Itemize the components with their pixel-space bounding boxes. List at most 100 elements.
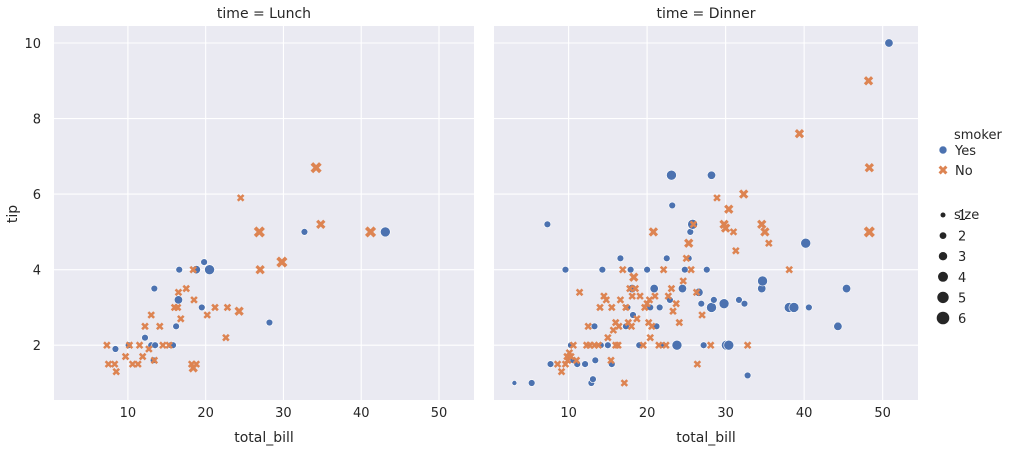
data-point-no — [629, 272, 639, 282]
data-point-no — [104, 360, 113, 368]
x-tick-label: 30 — [717, 406, 734, 421]
data-point-yes — [200, 258, 208, 266]
data-point-no — [684, 238, 694, 248]
data-point-no — [648, 227, 659, 237]
data-point-no — [614, 341, 622, 350]
data-point-no — [182, 284, 191, 293]
x-tick-label: 30 — [275, 406, 292, 421]
data-point-yes — [735, 296, 743, 304]
legend-size-label: 1 — [958, 209, 966, 224]
data-point-yes — [175, 265, 183, 274]
data-point-no — [616, 296, 625, 304]
data-point-yes — [204, 264, 215, 275]
data-point-yes — [668, 201, 676, 210]
x-tick-label: 20 — [197, 406, 214, 421]
data-point-yes — [666, 169, 677, 181]
data-point-yes — [710, 296, 718, 304]
data-point-no — [159, 341, 167, 350]
data-point-no — [316, 219, 326, 230]
data-point-no — [569, 341, 578, 350]
data-point-no — [103, 341, 111, 350]
data-point-yes — [589, 375, 597, 383]
panel-title-dinner: time = Dinner — [656, 6, 755, 22]
data-point-yes — [604, 341, 612, 349]
data-point-no — [584, 322, 593, 331]
data-point-yes — [740, 299, 749, 308]
data-point-no — [675, 318, 684, 327]
data-point-no — [596, 303, 604, 312]
data-point-no — [147, 311, 156, 319]
x-axis-label-dinner: total_bill — [676, 430, 736, 446]
data-point-no — [222, 333, 230, 342]
y-tick-label: 8 — [33, 113, 41, 128]
data-point-no — [651, 292, 659, 300]
data-point-no — [138, 352, 147, 361]
data-point-yes — [511, 380, 518, 386]
data-point-yes — [706, 302, 717, 313]
data-point-yes — [649, 284, 659, 294]
data-point-yes — [150, 284, 159, 293]
data-point-yes — [788, 302, 800, 313]
data-point-yes — [697, 299, 705, 308]
panel-title-lunch: time = Lunch — [217, 6, 311, 22]
data-point-no — [190, 296, 198, 304]
legend-size-marker — [938, 271, 948, 282]
data-point-no — [646, 333, 655, 342]
data-point-yes — [546, 360, 555, 368]
data-point-yes — [681, 265, 689, 274]
data-point-no — [692, 288, 701, 297]
data-point-no — [664, 292, 673, 300]
data-point-no — [192, 360, 201, 368]
x-tick-label: 50 — [431, 406, 448, 421]
x-tick-label: 50 — [874, 406, 891, 421]
data-point-no — [255, 264, 265, 275]
data-point-yes — [590, 322, 599, 331]
data-point-no — [864, 162, 875, 173]
legend-label-yes: Yes — [954, 144, 976, 159]
legend-size-label: 5 — [958, 291, 966, 306]
data-point-no — [785, 265, 794, 274]
data-point-yes — [527, 379, 536, 387]
panel-lunch: time = Lunch total_bill 10 20 30 40 50 2 4 6 8 10 — [24, 6, 474, 446]
data-point-yes — [151, 341, 159, 349]
data-point-no — [553, 360, 562, 368]
data-point-yes — [663, 254, 671, 263]
legend-size-marker — [939, 232, 947, 240]
data-point-no — [706, 341, 715, 350]
data-point-no — [662, 341, 670, 350]
data-point-no — [607, 356, 615, 365]
legend-size-title: size — [954, 208, 979, 223]
x-tick-label: 40 — [353, 406, 370, 421]
data-point-yes — [677, 284, 687, 294]
data-point-no — [729, 228, 738, 236]
data-point-no — [682, 254, 691, 263]
data-point-yes — [842, 284, 852, 294]
data-point-no — [310, 162, 322, 174]
data-point-yes — [757, 275, 768, 287]
data-point-yes — [543, 220, 552, 229]
data-point-no — [572, 356, 581, 365]
data-point-no — [687, 265, 695, 274]
data-point-no — [655, 341, 663, 350]
y-tick-label: 10 — [24, 37, 41, 52]
legend-size-label: 4 — [958, 271, 966, 286]
legend-size-label: 2 — [958, 230, 966, 245]
data-point-no — [669, 307, 677, 316]
x-tick-label: 10 — [120, 406, 137, 421]
data-point-no — [155, 322, 164, 331]
data-point-no — [863, 76, 874, 86]
data-point-no — [743, 341, 752, 350]
data-point-no — [189, 265, 198, 274]
data-point-yes — [833, 321, 843, 331]
data-point-no — [150, 356, 159, 365]
data-point-no — [364, 226, 377, 238]
data-point-no — [620, 379, 629, 387]
data-point-no — [112, 367, 121, 376]
data-point-yes — [598, 265, 607, 274]
legend-hue-title: smoker — [954, 128, 1002, 143]
data-point-yes — [300, 228, 309, 236]
data-point-yes — [643, 265, 651, 274]
data-point-no — [659, 265, 668, 274]
data-point-no — [121, 352, 130, 361]
